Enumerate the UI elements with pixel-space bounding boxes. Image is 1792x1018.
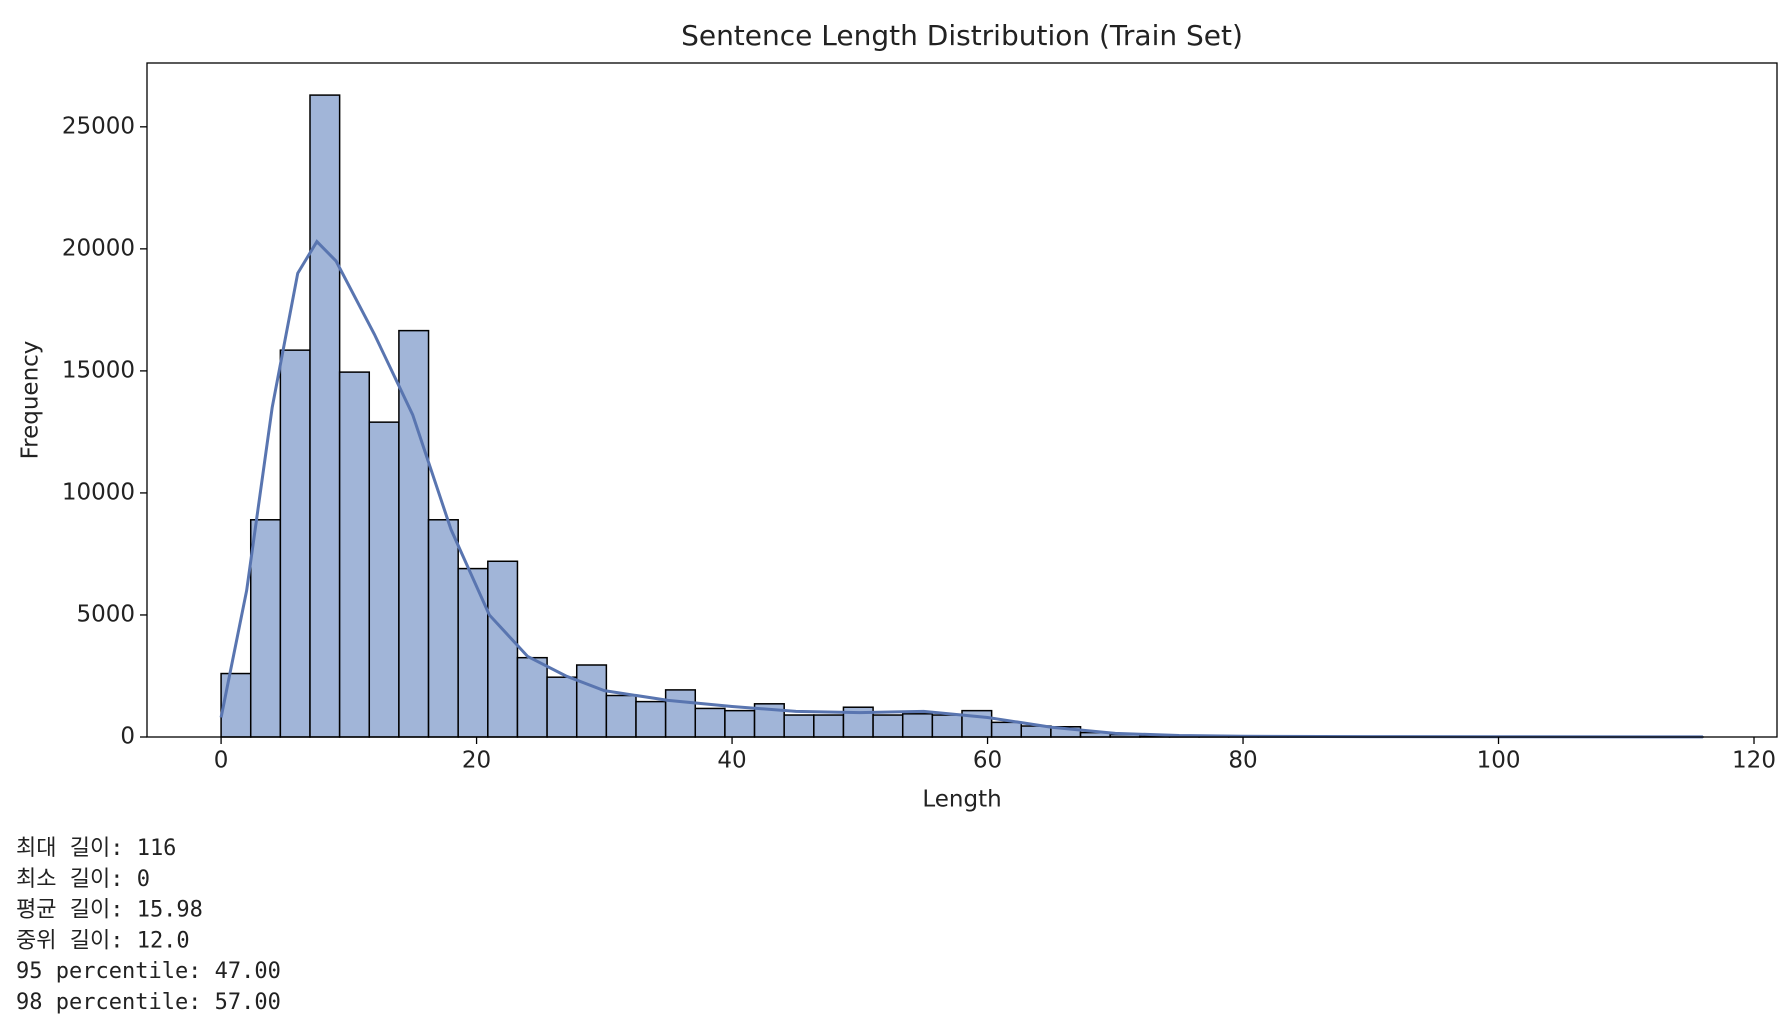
x-tick-label: 80: [1228, 748, 1257, 774]
bar: [901, 713, 934, 738]
y-tick-label: 20000: [62, 235, 135, 261]
bar: [694, 707, 726, 738]
bar: [516, 656, 548, 738]
output-line: 중위 길이: 12.0: [16, 928, 190, 953]
bar: [872, 714, 904, 738]
y-tick-label: 15000: [62, 357, 135, 383]
bar: [724, 709, 756, 738]
bar: [605, 694, 637, 738]
x-axis-label: Length: [922, 787, 1001, 813]
bar: [635, 700, 667, 738]
bar: [990, 721, 1023, 738]
bar: [427, 519, 459, 738]
output-line: 평균 길이: 15.98: [16, 898, 203, 923]
output-line: 95 percentile: 47.00: [16, 959, 281, 984]
output-line: 98 percentile: 57.00: [16, 990, 281, 1015]
x-tick-label: 120: [1732, 748, 1776, 774]
plot-frame: [146, 62, 1778, 738]
y-tick-label: 10000: [62, 479, 135, 505]
x-tick-label: 100: [1477, 748, 1521, 774]
x-tick-label: 40: [717, 748, 746, 774]
bar: [487, 560, 519, 738]
bar: [309, 94, 341, 738]
output-line: 최소 길이: 0: [16, 867, 150, 892]
bar: [575, 664, 608, 738]
chart-title: Sentence Length Distribution (Train Set): [681, 19, 1243, 52]
bar: [338, 371, 371, 738]
bar: [368, 421, 400, 738]
bar: [931, 714, 963, 738]
bar: [457, 567, 489, 738]
bar: [546, 676, 578, 738]
bar: [664, 689, 697, 738]
bar: [398, 329, 430, 738]
bar: [249, 519, 282, 738]
x-tick-label: 60: [973, 748, 1002, 774]
x-tick-label: 20: [462, 748, 491, 774]
bar: [813, 714, 845, 738]
x-tick-label: 0: [214, 748, 229, 774]
output-line: 최대 길이: 116: [16, 836, 176, 861]
kde-line: [219, 239, 1703, 739]
bar: [783, 714, 815, 738]
y-tick-label: 0: [120, 724, 135, 750]
y-tick-label: 25000: [62, 113, 135, 139]
y-axis-label: Frequency: [18, 341, 44, 460]
y-tick-label: 5000: [76, 601, 135, 627]
bar: [279, 349, 311, 738]
bar: [220, 672, 252, 738]
